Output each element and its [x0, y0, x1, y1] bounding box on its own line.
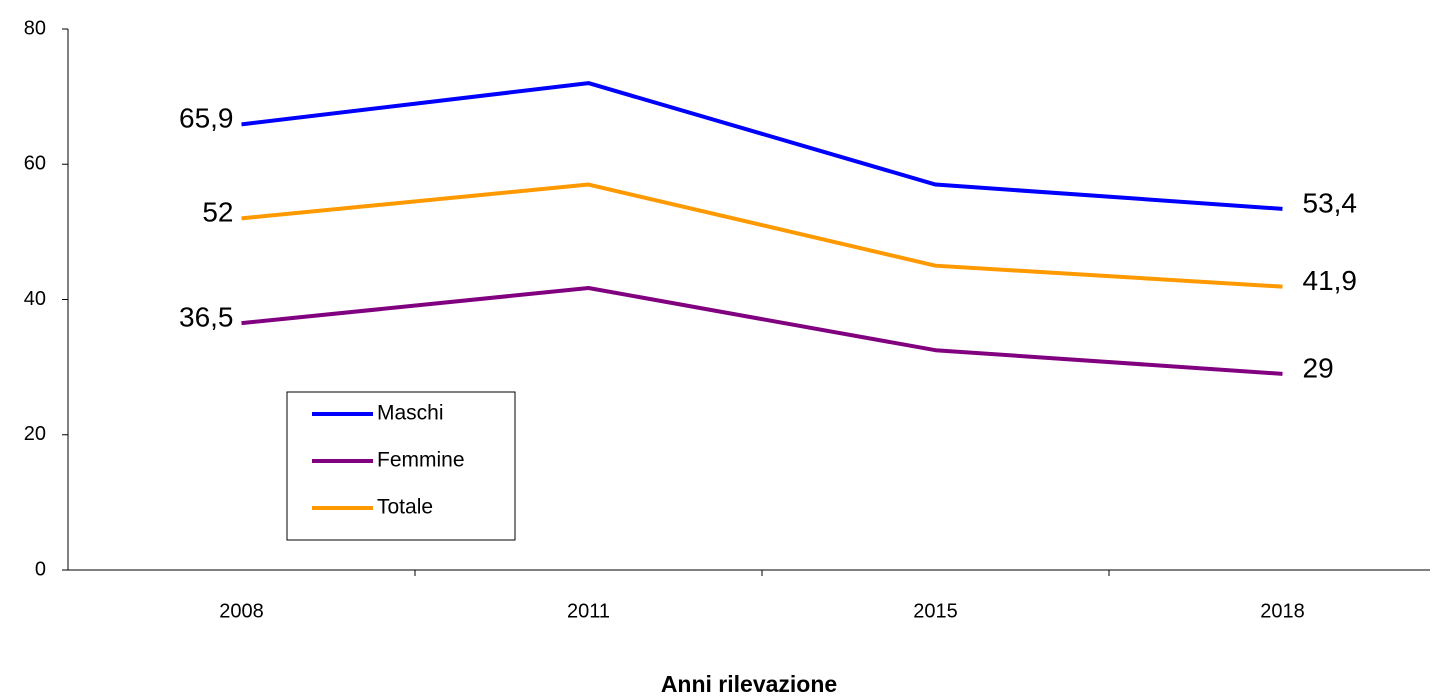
data-label: 52: [202, 197, 233, 228]
data-label: 29: [1303, 352, 1334, 383]
x-axis-title: Anni rilevazione: [661, 671, 837, 696]
data-label: 36,5: [179, 302, 234, 333]
y-tick-label: 60: [24, 153, 46, 175]
y-tick-label: 0: [35, 558, 46, 580]
legend-label: Totale: [377, 496, 433, 519]
legend: Maschi Femmine Totale: [286, 391, 516, 541]
data-label: 53,4: [1303, 187, 1358, 218]
legend-label: Femmine: [377, 449, 465, 472]
y-tick-label: 40: [24, 288, 46, 310]
data-label: 41,9: [1303, 265, 1358, 296]
x-tick-label: 2011: [567, 600, 610, 622]
y-tick-label: 80: [24, 17, 46, 39]
y-tick-label: 20: [24, 423, 46, 445]
legend-box: [286, 391, 516, 541]
line: [241, 182, 1283, 289]
x-tick-label: 2008: [219, 600, 264, 622]
line: [241, 81, 1283, 211]
legend-label: Maschi: [377, 402, 444, 425]
x-tick-label: 2018: [1260, 600, 1305, 622]
x-tick-label: 2015: [913, 600, 958, 622]
data-label: 65,9: [179, 103, 234, 134]
line: [241, 286, 1283, 376]
